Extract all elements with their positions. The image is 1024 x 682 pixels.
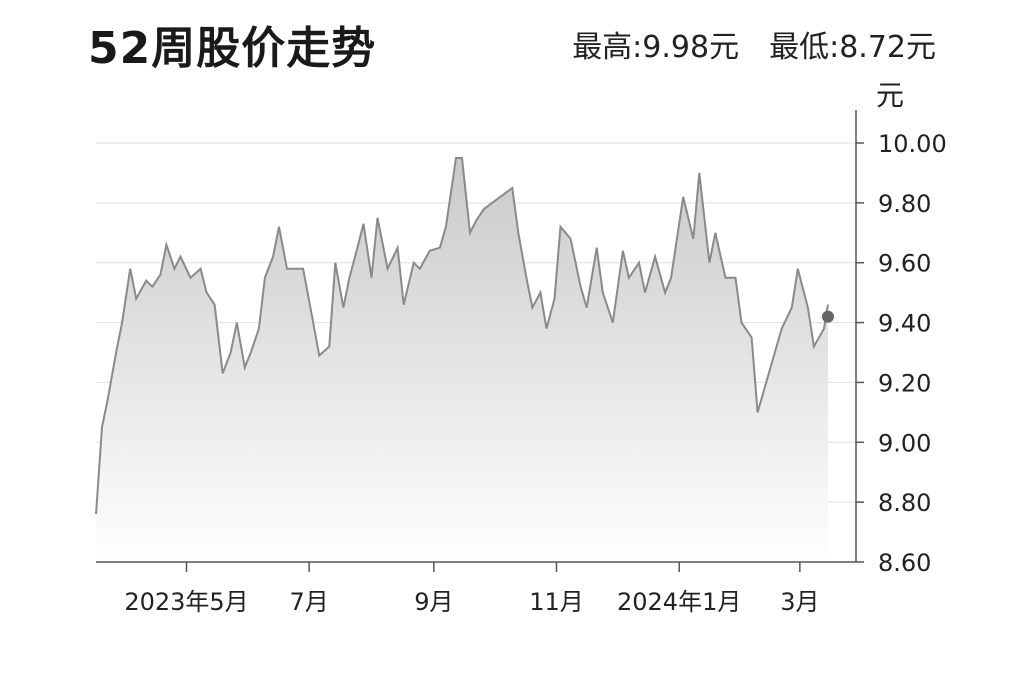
latest-price-marker bbox=[822, 310, 834, 323]
y-tick-label: 8.60 bbox=[878, 549, 931, 577]
y-tick-label: 9.40 bbox=[878, 310, 931, 338]
low-label: 最低: bbox=[769, 30, 840, 65]
y-tick-label: 9.20 bbox=[878, 369, 931, 397]
y-axis-ticks: 10.00 9.80 9.60 9.40 9.20 9.00 8.80 8.60 bbox=[856, 130, 947, 577]
y-tick-label: 9.80 bbox=[878, 190, 931, 218]
x-tick-label: 2023年5月 bbox=[124, 588, 248, 616]
y-tick-label: 9.00 bbox=[878, 429, 931, 457]
y-tick-label: 9.60 bbox=[878, 250, 931, 278]
price-range-summary: 最高:9.98元 最低:8.72元 bbox=[572, 22, 936, 66]
x-tick-label: 7月 bbox=[290, 588, 329, 616]
x-tick-label: 3月 bbox=[780, 588, 819, 616]
low-value: 8.72元 bbox=[839, 30, 936, 65]
axes bbox=[96, 110, 857, 563]
high-value: 9.98元 bbox=[642, 30, 740, 65]
high-label: 最高: bbox=[572, 30, 643, 65]
x-tick-label: 2024年1月 bbox=[617, 588, 741, 616]
y-axis-unit: 元 bbox=[876, 79, 905, 112]
x-tick-label: 11月 bbox=[529, 588, 584, 616]
y-tick-label: 10.00 bbox=[878, 130, 947, 158]
chart-title: 52周股价走势 bbox=[88, 23, 377, 74]
y-tick-label: 8.80 bbox=[878, 489, 931, 517]
price-area-fill bbox=[96, 158, 828, 562]
x-axis-ticks: 2023年5月 7月 9月 11月 2024年1月 3月 bbox=[124, 562, 819, 616]
price-line bbox=[95, 157, 829, 515]
x-tick-label: 9月 bbox=[414, 588, 453, 616]
